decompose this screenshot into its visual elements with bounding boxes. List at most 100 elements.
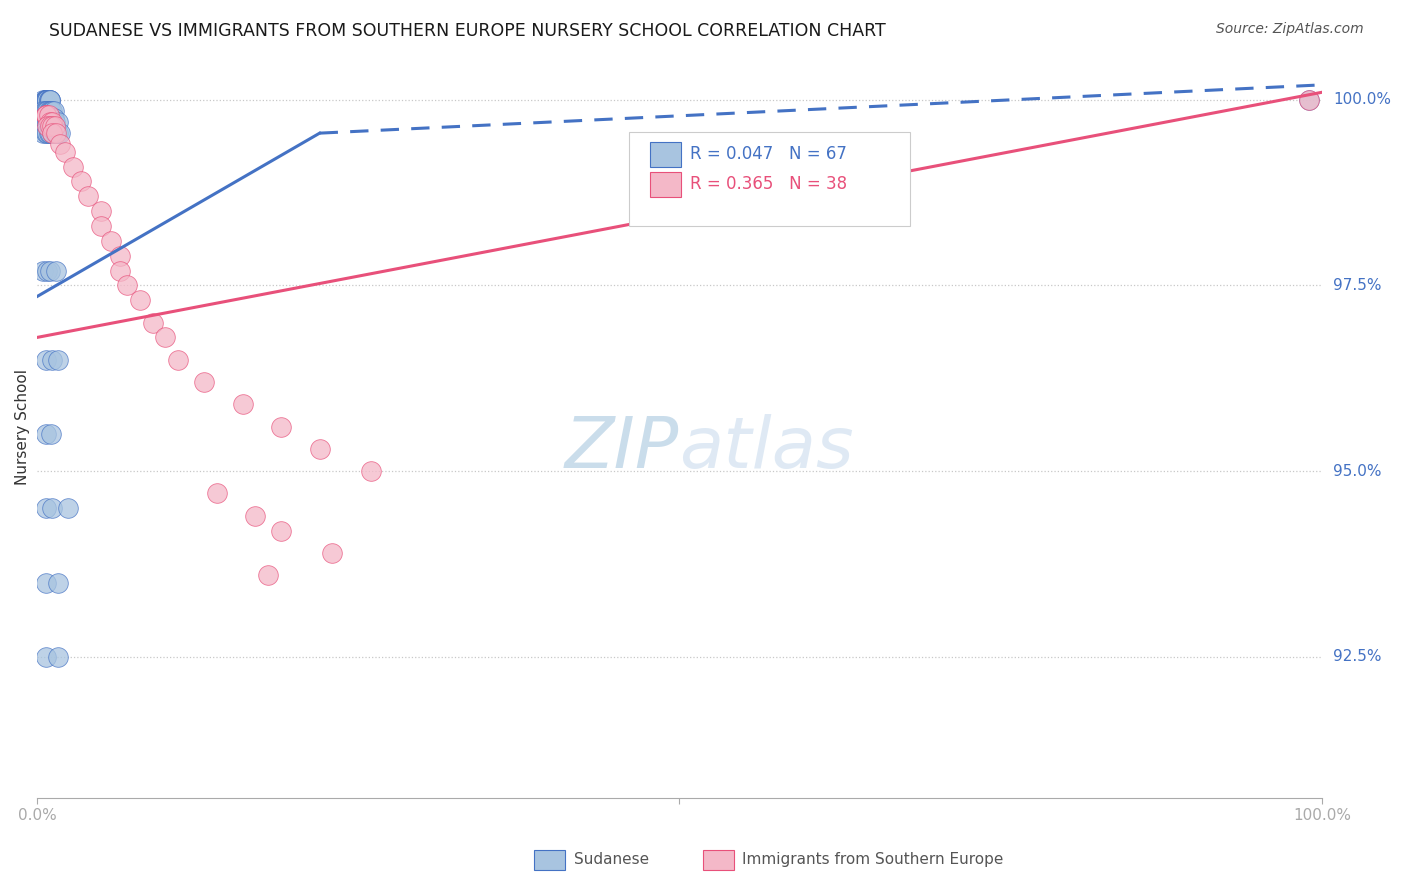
Point bbox=[193, 375, 215, 389]
Point bbox=[110, 249, 132, 263]
Point bbox=[35, 93, 58, 107]
Point bbox=[37, 103, 59, 118]
Point bbox=[35, 126, 58, 140]
Text: SUDANESE VS IMMIGRANTS FROM SOUTHERN EUROPE NURSERY SCHOOL CORRELATION CHART: SUDANESE VS IMMIGRANTS FROM SOUTHERN EUR… bbox=[49, 22, 886, 40]
Text: ZIP: ZIP bbox=[565, 415, 679, 483]
Point bbox=[38, 103, 60, 118]
Point bbox=[49, 126, 72, 140]
Text: 97.5%: 97.5% bbox=[1333, 278, 1382, 293]
Point bbox=[232, 397, 254, 411]
Point bbox=[35, 93, 58, 107]
Point bbox=[128, 293, 150, 308]
Point bbox=[45, 263, 67, 277]
Point bbox=[35, 107, 58, 121]
Point bbox=[35, 575, 58, 590]
Point bbox=[270, 419, 292, 434]
Point bbox=[100, 234, 122, 248]
Point bbox=[34, 93, 56, 107]
Point bbox=[39, 103, 62, 118]
Point bbox=[38, 93, 60, 107]
Point bbox=[38, 115, 60, 129]
Text: R = 0.047   N = 67: R = 0.047 N = 67 bbox=[690, 145, 846, 163]
Text: 95.0%: 95.0% bbox=[1333, 464, 1382, 479]
Point bbox=[270, 524, 292, 538]
Point bbox=[38, 115, 60, 129]
Point bbox=[37, 119, 59, 133]
Point bbox=[38, 103, 60, 118]
Point bbox=[110, 263, 132, 277]
Point bbox=[34, 93, 56, 107]
Point bbox=[38, 126, 60, 140]
Point bbox=[35, 93, 58, 107]
Point bbox=[77, 189, 100, 203]
Point bbox=[39, 115, 62, 129]
Point bbox=[38, 263, 60, 277]
Point bbox=[37, 93, 59, 107]
Point bbox=[38, 115, 60, 129]
Point bbox=[32, 112, 55, 126]
Point bbox=[37, 263, 59, 277]
Point bbox=[38, 93, 60, 107]
Point bbox=[360, 464, 382, 478]
Point bbox=[35, 103, 58, 118]
Point bbox=[115, 278, 138, 293]
Point bbox=[45, 126, 67, 140]
Point bbox=[56, 501, 79, 516]
Point bbox=[46, 575, 69, 590]
Point bbox=[41, 115, 63, 129]
Point bbox=[32, 126, 55, 140]
Point bbox=[44, 119, 66, 133]
Point bbox=[38, 119, 60, 133]
Point bbox=[37, 112, 59, 126]
Point bbox=[41, 126, 63, 140]
Point bbox=[41, 115, 63, 129]
Point bbox=[321, 546, 343, 560]
Point bbox=[32, 263, 55, 277]
Point bbox=[38, 93, 60, 107]
Point bbox=[35, 427, 58, 442]
Text: 100.0%: 100.0% bbox=[1333, 92, 1391, 107]
Point bbox=[41, 119, 63, 133]
Point bbox=[35, 107, 58, 121]
Point bbox=[46, 649, 69, 664]
Point bbox=[62, 160, 84, 174]
Y-axis label: Nursery School: Nursery School bbox=[15, 368, 30, 484]
Point bbox=[167, 352, 190, 367]
Point bbox=[39, 112, 62, 126]
Point bbox=[142, 316, 165, 330]
Point bbox=[38, 112, 60, 126]
Point bbox=[37, 93, 59, 107]
Point bbox=[37, 115, 59, 129]
Point bbox=[42, 112, 65, 126]
Text: 92.5%: 92.5% bbox=[1333, 649, 1382, 665]
Point bbox=[53, 145, 76, 159]
Point bbox=[37, 126, 59, 140]
Point bbox=[38, 126, 60, 140]
Point bbox=[257, 568, 280, 582]
Text: Immigrants from Southern Europe: Immigrants from Southern Europe bbox=[742, 853, 1004, 867]
Point bbox=[69, 174, 91, 188]
Point bbox=[205, 486, 228, 500]
Point bbox=[35, 501, 58, 516]
Point bbox=[245, 508, 267, 523]
Point bbox=[35, 352, 58, 367]
Point bbox=[35, 115, 58, 129]
Point bbox=[32, 103, 55, 118]
Point bbox=[1298, 93, 1320, 107]
Point bbox=[41, 103, 63, 118]
Point bbox=[35, 112, 58, 126]
Text: R = 0.365   N = 38: R = 0.365 N = 38 bbox=[690, 176, 846, 194]
Point bbox=[38, 107, 60, 121]
Point bbox=[90, 204, 112, 219]
Point bbox=[35, 649, 58, 664]
Point bbox=[46, 352, 69, 367]
Point bbox=[42, 103, 65, 118]
Point bbox=[34, 103, 56, 118]
Point bbox=[32, 93, 55, 107]
Point bbox=[39, 427, 62, 442]
Point bbox=[46, 126, 69, 140]
Point bbox=[38, 93, 60, 107]
Point bbox=[44, 126, 66, 140]
Point bbox=[49, 137, 72, 152]
Point bbox=[34, 112, 56, 126]
